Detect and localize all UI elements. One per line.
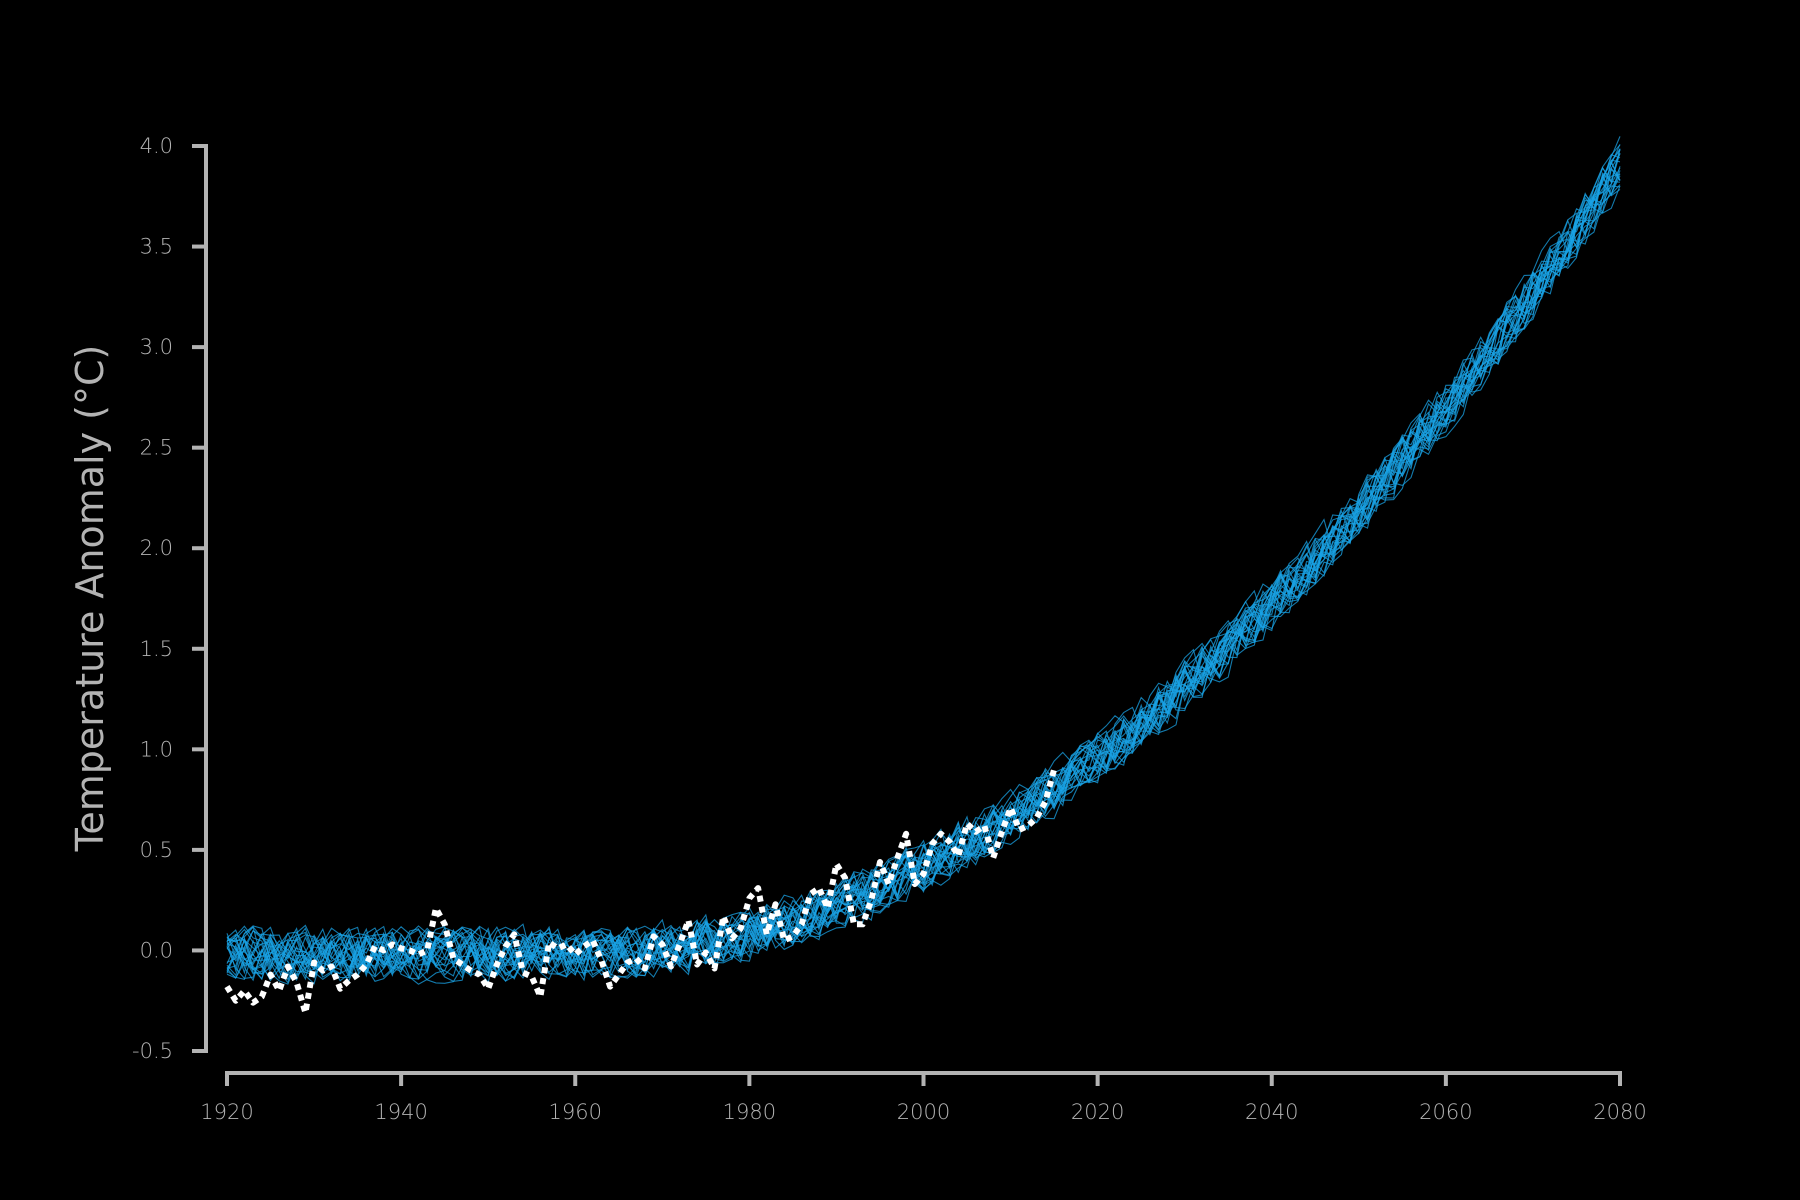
- x-tick-label: 1980: [723, 1100, 776, 1124]
- ensemble-member-line: [226, 173, 1621, 983]
- ensemble-member-line: [226, 182, 1621, 979]
- observed-series-line: [224, 768, 1057, 1016]
- axes-group: [204, 144, 1622, 1075]
- y-axis-label: Temperature Anomaly (°C): [68, 345, 112, 853]
- ensemble-member-line: [226, 172, 1621, 982]
- y-ticks-group: -0.5 0.0 0.5 1.0 1.5 2.0 2.5 3.0 3.5 4.0: [132, 134, 206, 1063]
- y-tick-label: 0.0: [140, 938, 173, 962]
- ensemble-member-line: [226, 149, 1621, 975]
- ensemble-member-line: [226, 160, 1621, 982]
- ensemble-member-line: [226, 152, 1621, 984]
- y-tick-label: 0.5: [140, 838, 173, 862]
- x-tick-label: 2060: [1419, 1100, 1472, 1124]
- ensemble-member-line: [226, 166, 1621, 980]
- observed-series-group: [224, 768, 1057, 1016]
- x-tick-label: 1960: [549, 1100, 602, 1124]
- x-tick-label: 1940: [374, 1100, 427, 1124]
- ensemble-member-line: [226, 148, 1621, 982]
- y-tick-label: 2.0: [140, 536, 173, 560]
- ensemble-member-line: [226, 175, 1621, 981]
- ensemble-member-line: [226, 153, 1621, 981]
- ensemble-member-line: [226, 173, 1621, 979]
- x-tick-label: 2020: [1071, 1100, 1124, 1124]
- ensemble-member-line: [226, 167, 1621, 984]
- ensemble-member-line: [226, 144, 1621, 985]
- y-tick-label: 4.0: [140, 134, 173, 158]
- y-tick-label: -0.5: [132, 1039, 173, 1063]
- x-tick-label: 2000: [897, 1100, 950, 1124]
- x-tick-label: 1920: [200, 1100, 253, 1124]
- x-tick-label: 2080: [1593, 1100, 1646, 1124]
- y-tick-label: 3.5: [140, 235, 173, 259]
- y-tick-label: 3.0: [140, 335, 173, 359]
- y-tick-label: 1.0: [140, 737, 173, 761]
- ensemble-series-group: [226, 136, 1621, 985]
- x-tick-label: 2040: [1245, 1100, 1298, 1124]
- y-tick-label: 1.5: [140, 637, 173, 661]
- y-tick-label: 2.5: [140, 436, 173, 460]
- x-ticks-group: 1920 1940 1960 1980 2000 2020 2040 2060 2080: [200, 1073, 1647, 1124]
